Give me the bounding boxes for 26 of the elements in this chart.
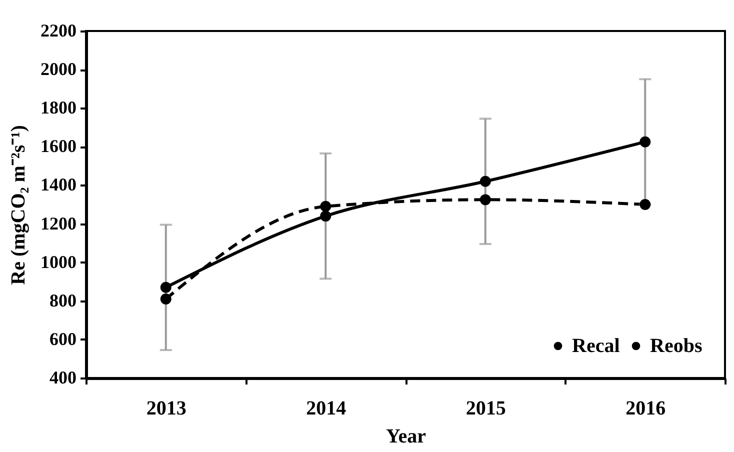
y-tick-label: 1000	[40, 252, 76, 272]
x-axis-title: Year	[386, 426, 426, 448]
y-tick-label: 400	[50, 368, 76, 388]
point	[640, 136, 651, 148]
y-tick-label: 1400	[40, 174, 76, 195]
point	[320, 200, 332, 212]
point	[160, 282, 172, 293]
point	[320, 210, 332, 222]
y-axis-title: Re (mgCO₂ m⁻²s⁻¹)	[8, 125, 30, 285]
point	[160, 293, 172, 304]
y-tick-label: 1200	[40, 213, 76, 234]
point	[480, 194, 491, 206]
x-tick-label: 2015	[466, 398, 506, 420]
y-tick-label: 1600	[40, 136, 76, 156]
x-tick-label: 2013	[146, 398, 186, 420]
y-tick-label: 1800	[40, 98, 76, 118]
x-tick-label: 2014	[306, 398, 346, 420]
legend-label: Reobs	[650, 335, 702, 357]
y-tick-label: 800	[50, 290, 76, 310]
point	[640, 199, 651, 210]
legend-label: Recal	[572, 335, 620, 357]
y-tick-label: 2200	[40, 20, 76, 40]
y-tick-label: 2000	[40, 59, 76, 80]
y-tick-label: 600	[50, 328, 76, 349]
point	[480, 176, 491, 187]
x-tick-label: 2016	[626, 398, 666, 420]
